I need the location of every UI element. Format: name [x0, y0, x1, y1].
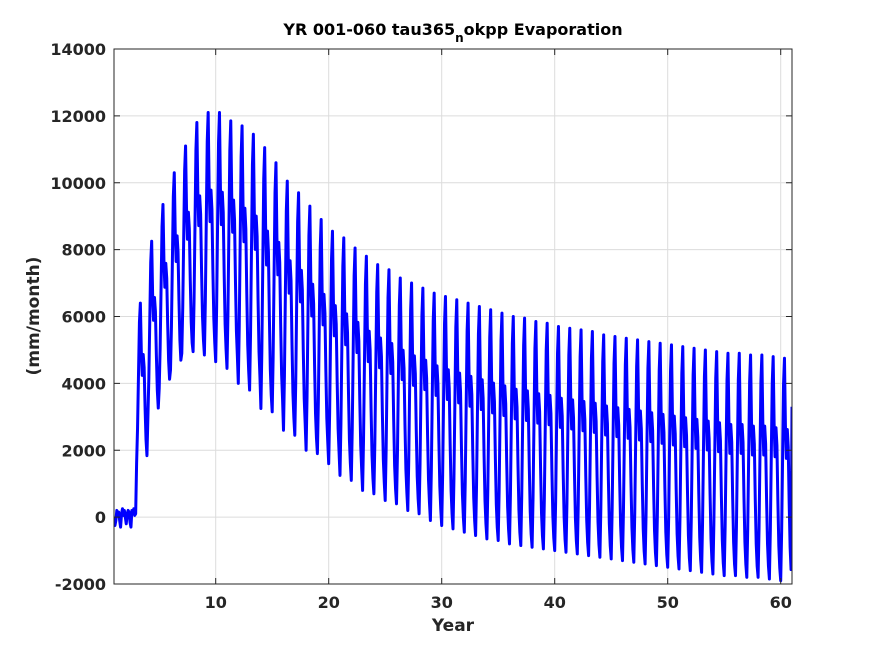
x-tick-label: 30 — [431, 593, 453, 612]
chart-title: YR 001-060 tau365nokpp Evaporation — [282, 20, 622, 45]
x-tick-label: 40 — [544, 593, 566, 612]
x-axis-label: Year — [431, 616, 475, 636]
y-tick-label: -2000 — [55, 575, 106, 594]
y-tick-label: 10000 — [50, 174, 106, 193]
x-tick-label: 20 — [318, 593, 340, 612]
data-layer — [114, 111, 792, 583]
y-tick-label: 2000 — [61, 441, 106, 460]
tick-marks — [114, 48, 792, 585]
y-tick-label: 4000 — [61, 374, 106, 393]
x-tick-label: 10 — [205, 593, 227, 612]
y-tick-label: 8000 — [61, 241, 106, 260]
evaporation-series-line — [114, 111, 792, 583]
y-tick-label: 6000 — [61, 308, 106, 327]
x-tick-labels: 10 20 30 40 50 60 — [205, 593, 792, 612]
y-axis-label: (mm/month) — [24, 257, 44, 376]
y-tick-labels: -2000 0 2000 4000 6000 8000 10000 12000 14000 — [50, 40, 106, 594]
x-tick-label: 60 — [770, 593, 792, 612]
x-tick-label: 50 — [657, 593, 679, 612]
y-tick-label: 14000 — [50, 40, 106, 59]
y-tick-label: 12000 — [50, 107, 106, 126]
y-tick-label: 0 — [95, 508, 106, 527]
